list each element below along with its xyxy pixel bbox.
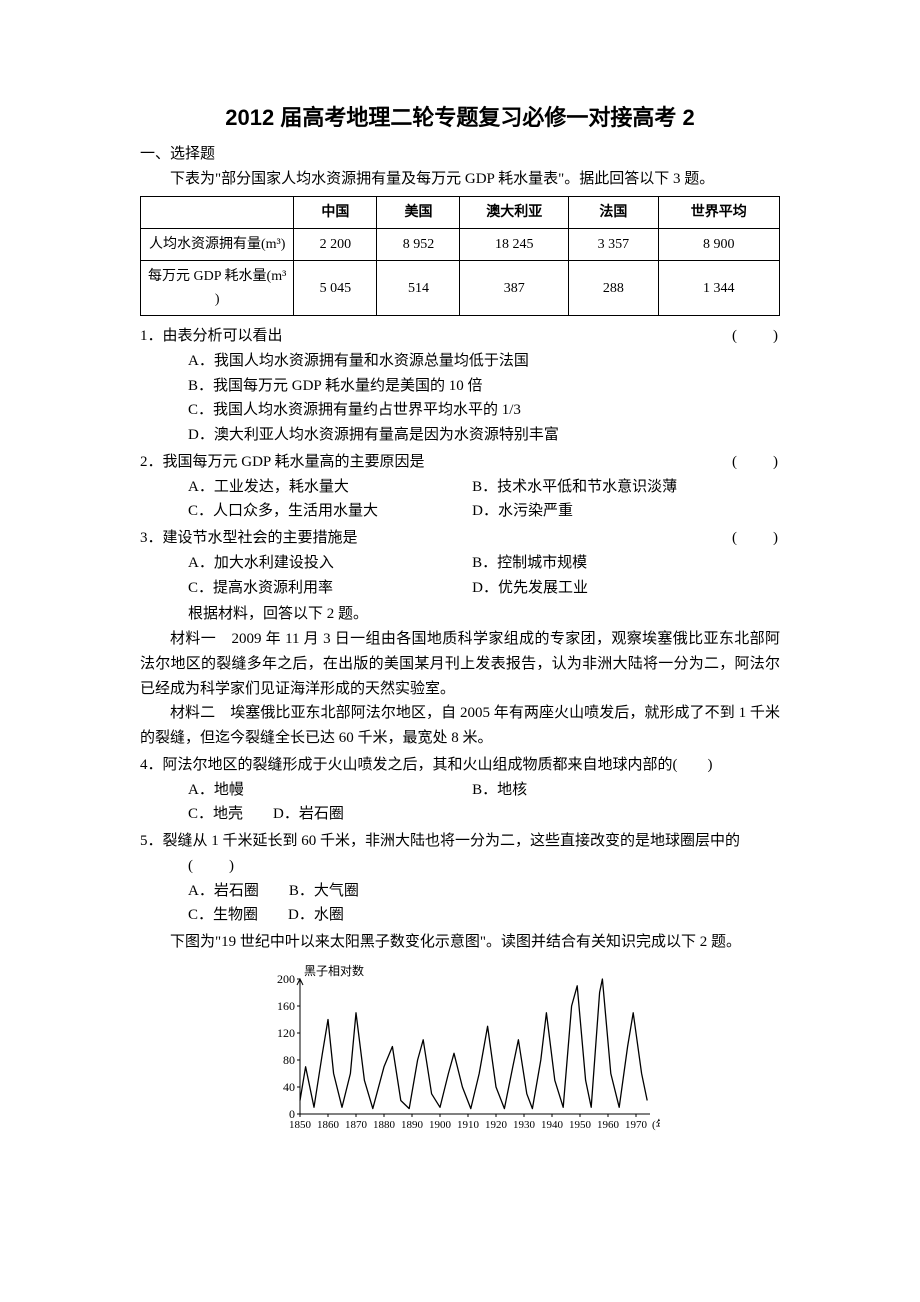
- svg-text:1870: 1870: [345, 1119, 368, 1131]
- col-header: 法国: [569, 196, 658, 228]
- q3-opt-d: D．优先发展工业: [472, 576, 756, 601]
- q2-opt-b: B．技术水平低和节水意识淡薄: [472, 475, 756, 500]
- q2-opt-d: D．水污染严重: [472, 499, 756, 524]
- svg-text:1920: 1920: [485, 1119, 508, 1131]
- svg-text:1950: 1950: [569, 1119, 592, 1131]
- svg-text:120: 120: [277, 1026, 295, 1040]
- question-4: 4．阿法尔地区的裂缝形成于火山喷发之后，其和火山组成物质都来自地球内部的( ) …: [140, 753, 780, 827]
- question-5: 5．裂缝从 1 千米延长到 60 千米，非洲大陆也将一分为二，这些直接改变的是地…: [140, 829, 780, 928]
- question-1: 1．由表分析可以看出 ( ) A．我国人均水资源拥有量和水资源总量均低于法国 B…: [140, 324, 780, 448]
- table-intro: 下表为"部分国家人均水资源拥有量及每万元 GDP 耗水量表"。据此回答以下 3 …: [140, 167, 780, 192]
- cell: 1 344: [658, 260, 779, 315]
- water-table: 中国 美国 澳大利亚 法国 世界平均 人均水资源拥有量(m³) 2 200 8 …: [140, 196, 780, 316]
- row-header: 人均水资源拥有量(m³): [141, 228, 294, 260]
- q5-stem: 5．裂缝从 1 千米延长到 60 千米，非洲大陆也将一分为二，这些直接改变的是地…: [140, 829, 780, 854]
- cell: 3 357: [569, 228, 658, 260]
- svg-text:1900: 1900: [429, 1119, 452, 1131]
- q1-stem: 1．由表分析可以看出: [140, 324, 283, 349]
- question-3: 3．建设节水型社会的主要措施是 ( ) A．加大水利建设投入 B．控制城市规模 …: [140, 526, 780, 600]
- table-row: 每万元 GDP 耗水量(m³ ) 5 045 514 387 288 1 344: [141, 260, 780, 315]
- cell: 2 200: [294, 228, 377, 260]
- q4-opt-cd: C．地壳 D．岩石圈: [188, 802, 780, 827]
- cell: 288: [569, 260, 658, 315]
- cell: 8 900: [658, 228, 779, 260]
- svg-text:1880: 1880: [373, 1119, 396, 1131]
- svg-text:1890: 1890: [401, 1119, 424, 1131]
- col-header: 世界平均: [658, 196, 779, 228]
- svg-text:1970: 1970: [625, 1119, 648, 1131]
- table-row: 人均水资源拥有量(m³) 2 200 8 952 18 245 3 357 8 …: [141, 228, 780, 260]
- q5-opt-ab: A．岩石圈 B．大气圈: [188, 879, 780, 904]
- answer-blank: ( ): [732, 526, 780, 551]
- cell: 387: [460, 260, 569, 315]
- cell: 5 045: [294, 260, 377, 315]
- q5-opt-cd: C．生物圈 D．水圈: [188, 903, 780, 928]
- q1-opt-a: A．我国人均水资源拥有量和水资源总量均低于法国: [188, 349, 780, 374]
- q2-opt-c: C．人口众多，生活用水量大: [188, 499, 472, 524]
- q2-stem: 2．我国每万元 GDP 耗水量高的主要原因是: [140, 450, 424, 475]
- q3-opt-b: B．控制城市规模: [472, 551, 756, 576]
- section-heading: 一、选择题: [140, 142, 780, 167]
- material-2: 材料二 埃塞俄比亚东北部阿法尔地区，自 2005 年有两座火山喷发后，就形成了不…: [140, 701, 780, 751]
- sunspot-chart: 0408012016020018501860187018801890190019…: [260, 961, 660, 1136]
- cell: 18 245: [460, 228, 569, 260]
- svg-text:1910: 1910: [457, 1119, 480, 1131]
- cell: 514: [377, 260, 460, 315]
- table-header-row: 中国 美国 澳大利亚 法国 世界平均: [141, 196, 780, 228]
- q1-opt-c: C．我国人均水资源拥有量约占世界平均水平的 1/3: [188, 398, 780, 423]
- svg-text:1940: 1940: [541, 1119, 564, 1131]
- answer-blank: ( ): [188, 854, 780, 879]
- col-header: 美国: [377, 196, 460, 228]
- svg-text:80: 80: [283, 1053, 295, 1067]
- cell: 8 952: [377, 228, 460, 260]
- question-2: 2．我国每万元 GDP 耗水量高的主要原因是 ( ) A．工业发达，耗水量大 B…: [140, 450, 780, 524]
- q1-opt-d: D．澳大利亚人均水资源拥有量高是因为水资源特别丰富: [188, 423, 780, 448]
- q4-opt-a: A．地幔: [188, 778, 472, 803]
- svg-text:40: 40: [283, 1080, 295, 1094]
- svg-text:1960: 1960: [597, 1119, 620, 1131]
- q1-opt-b: B．我国每万元 GDP 耗水量约是美国的 10 倍: [188, 374, 780, 399]
- q3-opt-c: C．提高水资源利用率: [188, 576, 472, 601]
- row-header: 每万元 GDP 耗水量(m³ ): [141, 260, 294, 315]
- svg-text:1850: 1850: [289, 1119, 312, 1131]
- svg-text:160: 160: [277, 999, 295, 1013]
- col-header: [141, 196, 294, 228]
- q2-opt-a: A．工业发达，耗水量大: [188, 475, 472, 500]
- page-title: 2012 届高考地理二轮专题复习必修一对接高考 2: [140, 100, 780, 136]
- answer-blank: ( ): [732, 450, 780, 475]
- material-intro: 根据材料，回答以下 2 题。: [188, 602, 780, 627]
- chart-intro: 下图为"19 世纪中叶以来太阳黑子数变化示意图"。读图并结合有关知识完成以下 2…: [140, 930, 780, 955]
- col-header: 澳大利亚: [460, 196, 569, 228]
- material-1: 材料一 2009 年 11 月 3 日一组由各国地质科学家组成的专家团，观察埃塞…: [140, 627, 780, 701]
- col-header: 中国: [294, 196, 377, 228]
- q3-stem: 3．建设节水型社会的主要措施是: [140, 526, 358, 551]
- svg-text:200: 200: [277, 972, 295, 986]
- svg-text:1860: 1860: [317, 1119, 340, 1131]
- q3-opt-a: A．加大水利建设投入: [188, 551, 472, 576]
- answer-blank: ( ): [732, 324, 780, 349]
- q4-stem: 4．阿法尔地区的裂缝形成于火山喷发之后，其和火山组成物质都来自地球内部的( ): [140, 753, 780, 778]
- svg-text:黑子相对数: 黑子相对数: [304, 963, 364, 978]
- svg-text:(年): (年): [652, 1117, 660, 1131]
- svg-text:1930: 1930: [513, 1119, 536, 1131]
- q4-opt-b: B．地核: [472, 778, 756, 803]
